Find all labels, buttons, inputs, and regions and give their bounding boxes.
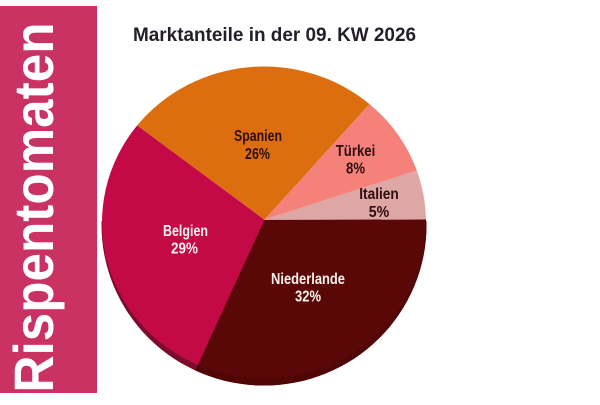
svg-text:8%: 8% <box>346 161 365 178</box>
svg-text:Spanien: Spanien <box>234 127 282 145</box>
svg-text:32%: 32% <box>295 288 321 305</box>
svg-text:Marktanteile in der 09. KW 202: Marktanteile in der 09. KW 2026 <box>133 24 416 46</box>
svg-text:29%: 29% <box>171 241 198 258</box>
svg-text:5%: 5% <box>369 204 389 221</box>
svg-text:Belgien: Belgien <box>163 222 208 240</box>
svg-text:Türkei: Türkei <box>336 143 375 160</box>
svg-text:26%: 26% <box>245 145 270 163</box>
svg-text:Niederlande: Niederlande <box>271 271 345 288</box>
svg-text:Rispentomaten: Rispentomaten <box>2 23 65 393</box>
svg-text:Italien: Italien <box>359 186 399 203</box>
